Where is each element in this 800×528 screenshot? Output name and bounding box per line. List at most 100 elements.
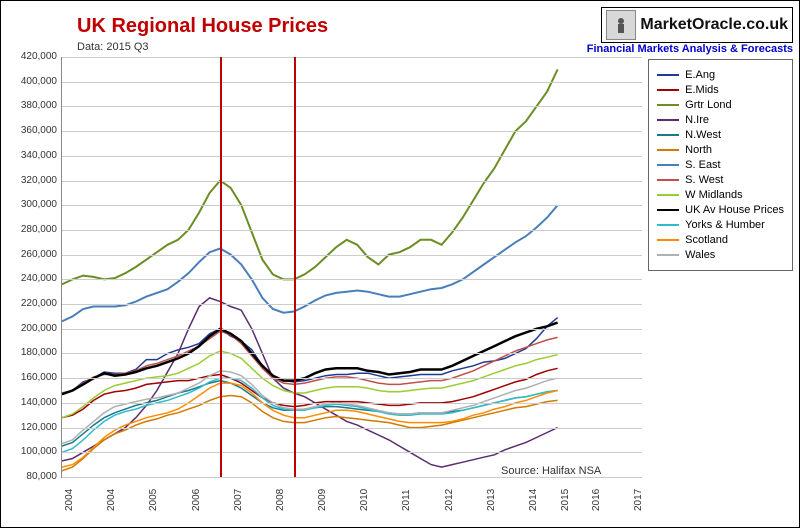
legend-item: W Midlands: [657, 189, 784, 201]
x-axis-label: 2007: [233, 489, 244, 511]
legend-label: N.West: [685, 129, 721, 141]
x-axis-label: 2004: [64, 489, 75, 511]
legend-label: Wales: [685, 249, 715, 261]
x-axis-label: 2005: [148, 489, 159, 511]
legend-swatch: [657, 104, 679, 106]
gridline: [62, 230, 642, 231]
series-uk-av-house-prices: [62, 323, 558, 395]
legend-swatch: [657, 239, 679, 241]
x-axis-label: 2010: [359, 489, 370, 511]
series-grtr-lond: [62, 69, 558, 284]
vertical-marker: [220, 57, 222, 477]
x-axis-label: 2006: [191, 489, 202, 511]
x-axis-label: 2015: [560, 489, 571, 511]
legend-label: Yorks & Humber: [685, 219, 765, 231]
gridline: [62, 205, 642, 206]
y-axis-label: 280,000: [11, 224, 57, 235]
gridline: [62, 477, 642, 478]
legend-item: Wales: [657, 249, 784, 261]
series-north: [62, 396, 558, 471]
x-axis-label: 2011: [401, 489, 412, 511]
gridline: [62, 156, 642, 157]
legend-label: N.Ire: [685, 114, 709, 126]
y-axis-label: 420,000: [11, 51, 57, 62]
legend-swatch: [657, 119, 679, 121]
legend-swatch: [657, 209, 679, 211]
legend-label: UK Av House Prices: [685, 204, 784, 216]
gridline: [62, 353, 642, 354]
gridline: [62, 329, 642, 330]
legend-label: W Midlands: [685, 189, 742, 201]
gridline: [62, 82, 642, 83]
gridline: [62, 57, 642, 58]
legend-label: North: [685, 144, 712, 156]
legend-item: Scotland: [657, 234, 784, 246]
legend-item: Grtr Lond: [657, 99, 784, 111]
legend-label: Grtr Lond: [685, 99, 731, 111]
x-axis-label: 2012: [444, 489, 455, 511]
y-axis-label: 200,000: [11, 323, 57, 334]
legend-item: S. East: [657, 159, 784, 171]
legend-label: Scotland: [685, 234, 728, 246]
legend-item: Yorks & Humber: [657, 219, 784, 231]
y-axis-label: 100,000: [11, 446, 57, 457]
logo-subtitle: Financial Markets Analysis & Forecasts: [587, 43, 793, 55]
y-axis-label: 220,000: [11, 298, 57, 309]
x-axis-label: 2008: [275, 489, 286, 511]
gridline: [62, 131, 642, 132]
gridline: [62, 452, 642, 453]
y-axis-label: 160,000: [11, 372, 57, 383]
y-axis-label: 360,000: [11, 125, 57, 136]
legend-swatch: [657, 89, 679, 91]
legend-label: E.Ang: [685, 69, 715, 81]
legend-swatch: [657, 254, 679, 256]
gridline: [62, 304, 642, 305]
y-axis-label: 260,000: [11, 249, 57, 260]
legend-swatch: [657, 194, 679, 196]
gridline: [62, 279, 642, 280]
chart-title: UK Regional House Prices: [77, 15, 328, 38]
y-axis-label: 140,000: [11, 397, 57, 408]
x-axis-label: 2009: [317, 489, 328, 511]
plot-area: [61, 57, 642, 478]
logo-icon: [606, 10, 636, 40]
legend-swatch: [657, 224, 679, 226]
gridline: [62, 255, 642, 256]
legend-item: E.Ang: [657, 69, 784, 81]
legend-label: S. East: [685, 159, 720, 171]
y-axis-label: 400,000: [11, 76, 57, 87]
gridline: [62, 181, 642, 182]
y-axis-label: 240,000: [11, 273, 57, 284]
legend-item: UK Av House Prices: [657, 204, 784, 216]
x-axis-label: 2016: [591, 489, 602, 511]
x-axis-label: 2017: [633, 489, 644, 511]
y-axis-label: 300,000: [11, 199, 57, 210]
vertical-marker: [294, 57, 296, 477]
y-axis-label: 340,000: [11, 150, 57, 161]
line-series-svg: [62, 57, 642, 477]
gridline: [62, 428, 642, 429]
x-axis-label: 2004: [106, 489, 117, 511]
gridline: [62, 403, 642, 404]
legend-swatch: [657, 149, 679, 151]
gridline: [62, 106, 642, 107]
source-label: Source: Halifax NSA: [501, 465, 601, 477]
legend-swatch: [657, 74, 679, 76]
legend-item: N.West: [657, 129, 784, 141]
legend-item: North: [657, 144, 784, 156]
x-axis-label: 2013: [486, 489, 497, 511]
logo-text: MarketOracle.co.uk: [640, 16, 788, 34]
y-axis-label: 320,000: [11, 175, 57, 186]
y-axis-label: 380,000: [11, 100, 57, 111]
legend-swatch: [657, 179, 679, 181]
y-axis-label: 180,000: [11, 347, 57, 358]
legend-item: E.Mids: [657, 84, 784, 96]
legend-item: N.Ire: [657, 114, 784, 126]
legend-label: S. West: [685, 174, 723, 186]
legend: E.Ang E.Mids Grtr Lond N.Ire N.West North S. E…: [648, 59, 793, 271]
y-axis-label: 80,000: [11, 471, 57, 482]
legend-label: E.Mids: [685, 84, 719, 96]
legend-swatch: [657, 134, 679, 136]
legend-swatch: [657, 164, 679, 166]
data-period-label: Data: 2015 Q3: [77, 41, 149, 53]
